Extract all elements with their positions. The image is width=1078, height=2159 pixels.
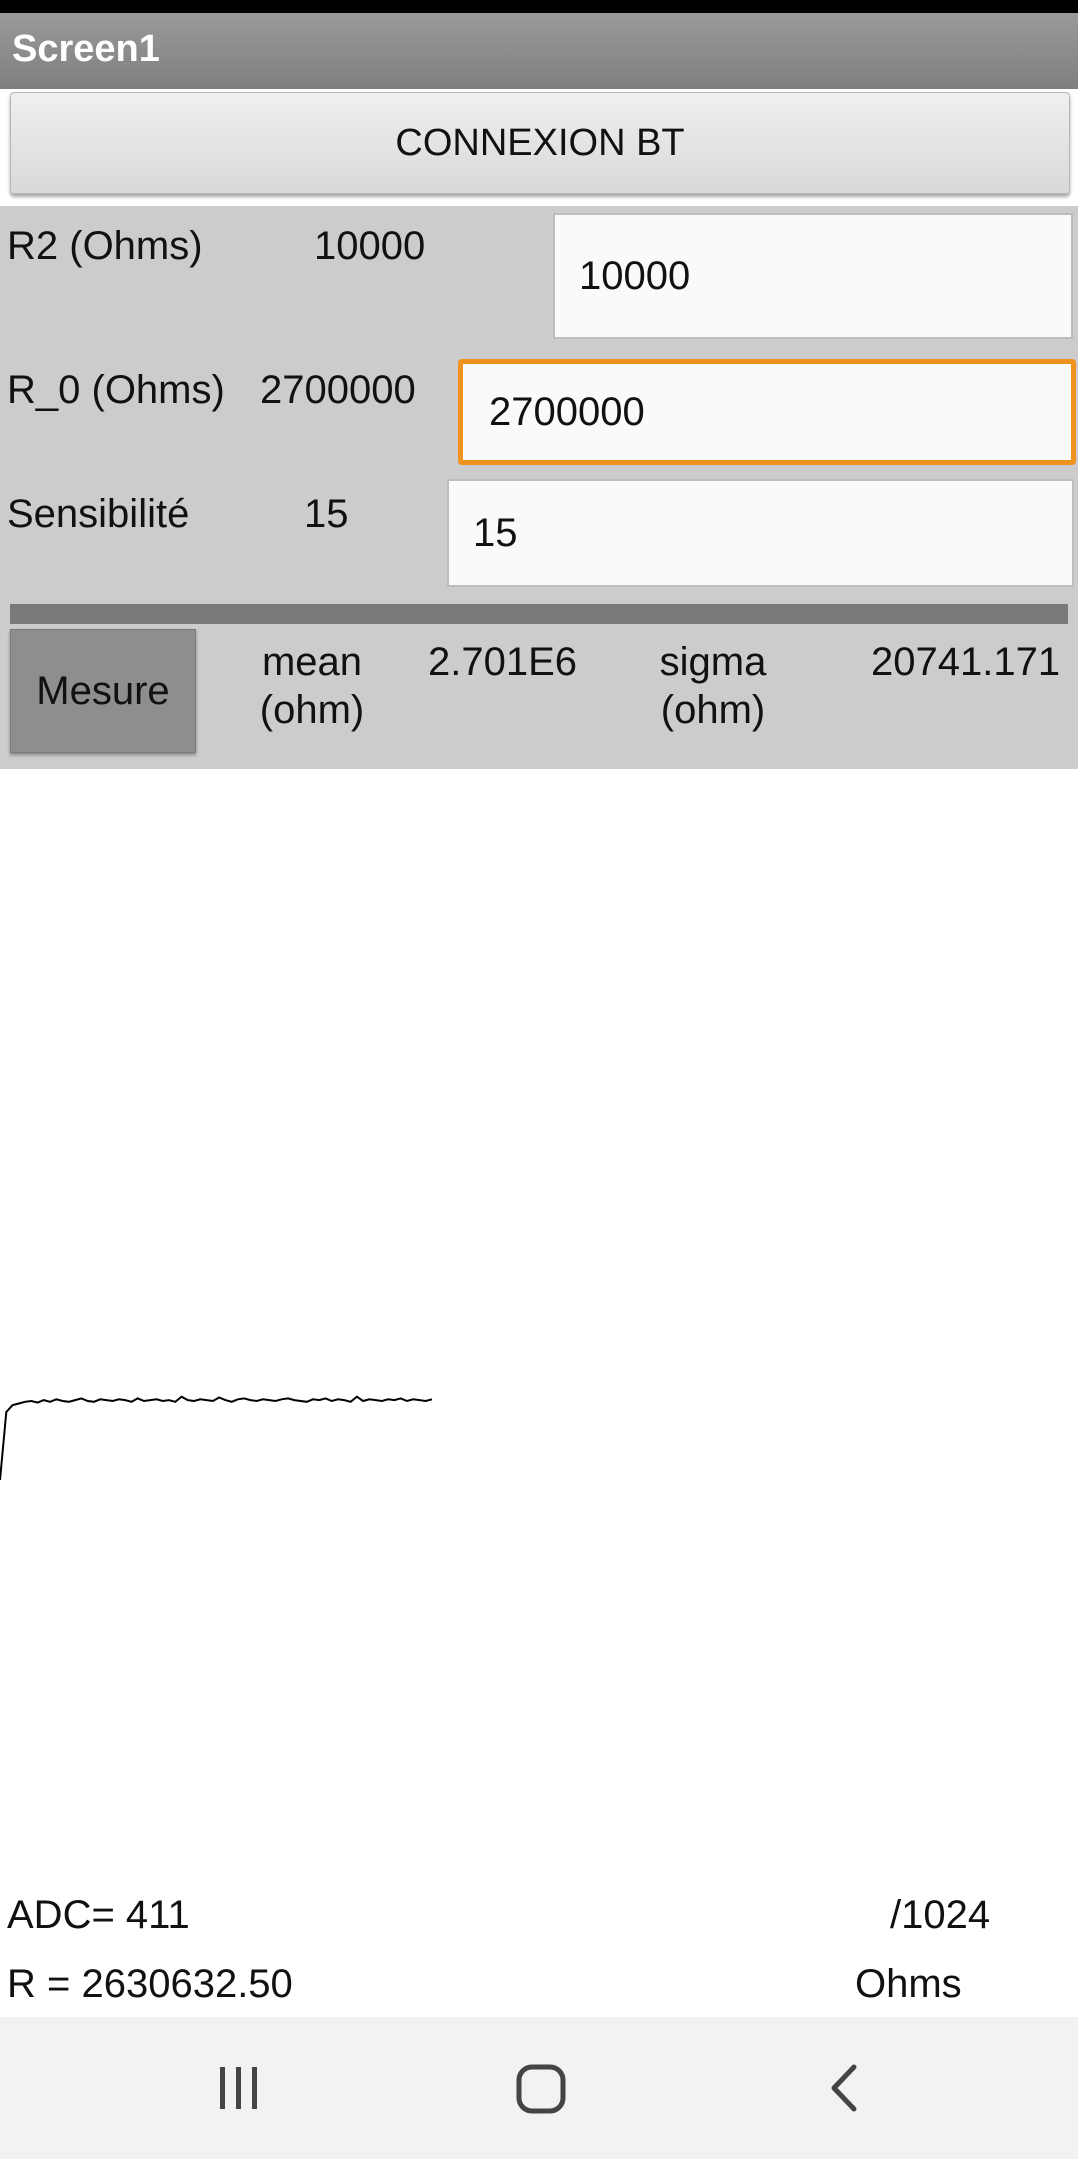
separator-bar [10, 604, 1068, 624]
adc-readout: ADC= 411 [7, 1893, 190, 1937]
mean-value: 2.701E6 [428, 640, 578, 684]
sensibilite-label: Sensibilité [7, 492, 190, 536]
sigma-label-line2: (ohm) [660, 688, 766, 732]
mean-label-line1: mean [261, 640, 363, 684]
navigation-bar [0, 2017, 1078, 2159]
back-icon[interactable] [820, 2063, 870, 2113]
r0-input[interactable]: 2700000 [458, 359, 1076, 465]
status-bar [0, 0, 1078, 13]
adc-scale: /1024 [890, 1893, 991, 1937]
sigma-label: sigma (ohm) [648, 638, 778, 734]
sigma-value: 20741.171 [871, 640, 1061, 684]
mesure-button[interactable]: Mesure [10, 629, 196, 753]
r0-value: 2700000 [260, 368, 416, 412]
mean-label-line2: (ohm) [259, 688, 365, 732]
resistance-unit: Ohms [855, 1962, 962, 2006]
screen-title: Screen1 [12, 28, 160, 70]
connect-bluetooth-button[interactable]: CONNEXION BT [10, 92, 1070, 194]
resistance-readout: R = 2630632.50 [7, 1962, 293, 2006]
measurement-plot [0, 1395, 433, 1481]
recent-apps-icon[interactable] [214, 2063, 264, 2113]
r2-input[interactable]: 10000 [553, 213, 1073, 339]
title-bar [0, 13, 1078, 89]
mean-label: mean (ohm) [252, 638, 372, 734]
sensibilite-value: 15 [304, 492, 349, 536]
sigma-label-line1: sigma [659, 640, 767, 684]
r2-value: 10000 [314, 224, 426, 268]
sensibilite-input[interactable]: 15 [447, 479, 1074, 587]
home-icon[interactable] [514, 2062, 568, 2116]
series-line [0, 1395, 433, 1481]
r2-label: R2 (Ohms) [7, 224, 203, 268]
r0-label: R_0 (Ohms) [7, 368, 225, 412]
